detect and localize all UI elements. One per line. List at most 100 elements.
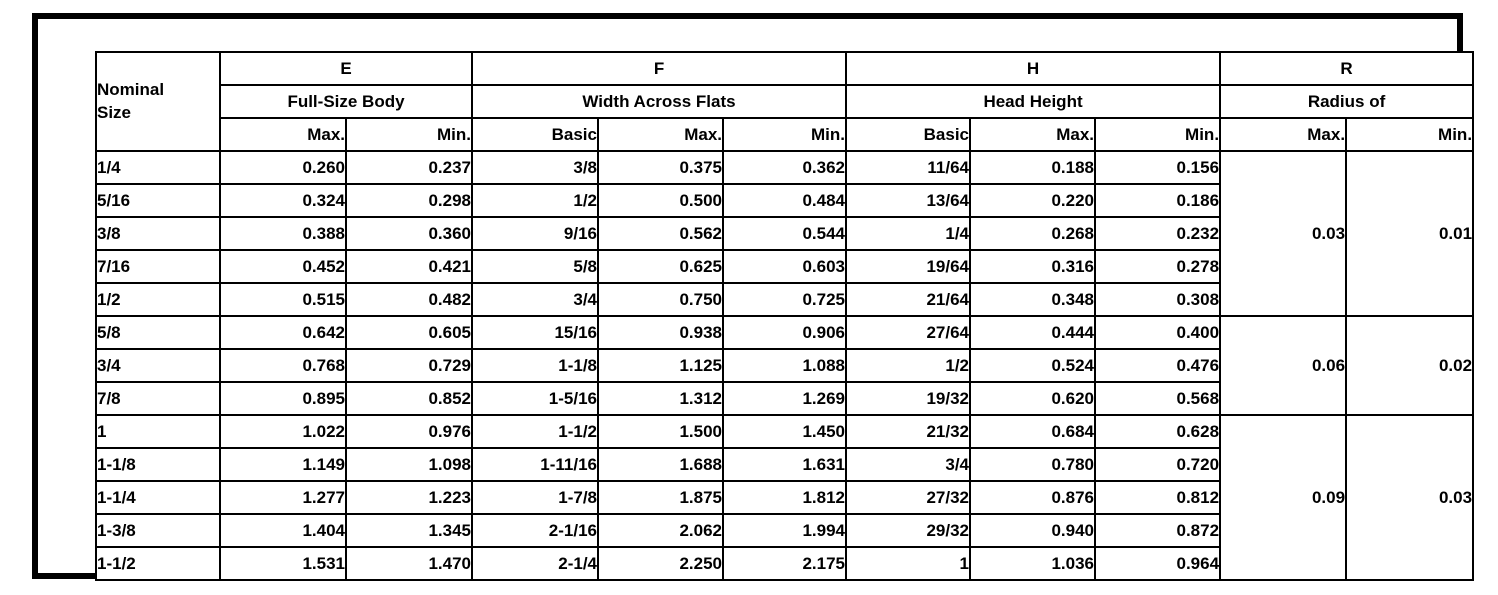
cell-size: 1 [95, 414, 221, 449]
header-h-min: Min. [1094, 117, 1222, 152]
header-group-r-letter: R [1219, 51, 1475, 86]
table-row: 7/8 0.895 0.852 1-5/16 1.312 1.269 19/32 0.620 0… [95, 381, 1473, 416]
cell-h-basic: 21/32 [845, 414, 972, 449]
table-row: 1-3/8 1.404 1.345 2-1/16 2.062 1.994 29/32 0.94… [95, 513, 1473, 548]
header-f-min: Min. [721, 117, 848, 152]
cell-h-max: 0.940 [969, 513, 1097, 548]
cell-e-min: 1.470 [345, 546, 473, 581]
header-title-row: Full-Size Body Width Across Flats Head H… [96, 84, 1475, 119]
table-row: 5/16 0.324 0.298 1/2 0.500 0.484 13/64 0.220 0.1… [95, 183, 1473, 218]
cell-f-max: 1.688 [597, 447, 724, 482]
cell-e-max: 0.768 [219, 348, 347, 383]
cell-r-max: 0.06 [1219, 315, 1348, 416]
cell-f-max: 1.875 [597, 480, 724, 515]
cell-e-min: 0.482 [345, 282, 473, 317]
cell-e-min: 0.237 [345, 150, 473, 185]
cell-e-min: 0.298 [345, 183, 473, 218]
cell-h-basic: 19/64 [845, 249, 972, 284]
cell-h-max: 0.348 [969, 282, 1097, 317]
header-group-e-letter: E [219, 51, 473, 86]
cell-e-min: 1.098 [345, 447, 473, 482]
cell-h-max: 0.220 [969, 183, 1097, 218]
header-f-basic: Basic [471, 117, 599, 152]
cell-h-max: 0.876 [969, 480, 1097, 515]
cell-f-max: 0.625 [597, 249, 724, 284]
header-e-max: Max. [219, 117, 347, 152]
cell-h-min: 0.628 [1094, 414, 1222, 449]
cell-r-min: 0.01 [1345, 150, 1475, 317]
cell-h-max: 0.444 [969, 315, 1097, 350]
cell-f-min: 1.450 [721, 414, 848, 449]
cell-f-basic: 2-1/16 [471, 513, 599, 548]
cell-f-min: 1.631 [721, 447, 848, 482]
table-row: 1-1/2 1.531 1.470 2-1/4 2.250 2.175 1 1.036 0.96… [95, 546, 1473, 581]
table-row: 1/2 0.515 0.482 3/4 0.750 0.725 21/64 0.348 0.30… [95, 282, 1473, 317]
cell-f-min: 0.484 [721, 183, 848, 218]
cell-r-min: 0.02 [1345, 315, 1475, 416]
cell-r-min: 0.03 [1345, 414, 1475, 581]
cell-f-min: 0.906 [721, 315, 848, 350]
cell-e-max: 0.895 [219, 381, 347, 416]
cell-f-basic: 1-11/16 [471, 447, 599, 482]
cell-e-max: 0.260 [219, 150, 347, 185]
cell-h-min: 0.278 [1094, 249, 1222, 284]
cell-f-basic: 5/8 [471, 249, 599, 284]
cell-e-max: 1.277 [219, 480, 347, 515]
header-f-max: Max. [597, 117, 724, 152]
cell-e-max: 0.452 [219, 249, 347, 284]
cell-size: 7/8 [95, 381, 221, 416]
spec-table: Nominal Size E F H R Full-Size Body Widt… [95, 51, 1475, 581]
cell-f-max: 1.125 [597, 348, 724, 383]
table-row: 1/4 0.260 0.237 3/8 0.375 0.362 11/64 0.188 0.15… [95, 150, 1475, 317]
cell-size: 7/16 [95, 249, 221, 284]
cell-size: 1-1/4 [95, 480, 221, 515]
cell-f-min: 1.812 [721, 480, 848, 515]
cell-h-min: 0.964 [1094, 546, 1222, 581]
cell-e-max: 0.642 [219, 315, 347, 350]
header-group-h-title: Head Height [845, 84, 1222, 119]
header-nominal-size: Nominal Size [95, 51, 221, 152]
table-row: 1-1/4 1.277 1.223 1-7/8 1.875 1.812 27/32 0.876… [95, 480, 1473, 515]
cell-e-min: 0.605 [345, 315, 473, 350]
header-r-max: Max. [1219, 117, 1348, 152]
cell-h-min: 0.568 [1094, 381, 1222, 416]
table-row: 1 1.022 0.976 1-1/2 1.500 1.450 21/32 0.684 0.62… [95, 414, 1475, 581]
cell-f-max: 0.750 [597, 282, 724, 317]
cell-h-basic: 1 [845, 546, 972, 581]
cell-size: 3/8 [95, 216, 221, 251]
cell-e-min: 0.729 [345, 348, 473, 383]
header-e-min: Min. [345, 117, 473, 152]
cell-h-basic: 1/2 [845, 348, 972, 383]
cell-h-basic: 27/64 [845, 315, 972, 350]
cell-f-basic: 3/8 [471, 150, 599, 185]
table-row: 1-1/8 1.149 1.098 1-11/16 1.688 1.631 3/4 0.780… [95, 447, 1473, 482]
cell-r-max: 0.03 [1219, 150, 1348, 317]
cell-f-min: 1.994 [721, 513, 848, 548]
cell-f-max: 0.938 [597, 315, 724, 350]
header-group-f-letter: F [470, 51, 848, 86]
cell-e-min: 0.976 [345, 414, 473, 449]
cell-f-min: 1.088 [721, 348, 848, 383]
cell-e-max: 0.515 [219, 282, 347, 317]
cell-h-min: 0.156 [1094, 150, 1222, 185]
header-subcol-row: Max. Min. Basic Max. Min. Basic Max. Min… [96, 117, 1475, 152]
header-h-max: Max. [969, 117, 1097, 152]
cell-size: 1-1/2 [95, 546, 221, 581]
cell-h-min: 0.812 [1094, 480, 1222, 515]
cell-h-basic: 29/32 [845, 513, 972, 548]
cell-h-min: 0.400 [1094, 315, 1222, 350]
cell-f-basic: 15/16 [471, 315, 599, 350]
cell-size: 1/4 [95, 150, 221, 185]
cell-e-min: 0.852 [345, 381, 473, 416]
cell-f-min: 0.603 [721, 249, 848, 284]
cell-r-max: 0.09 [1219, 414, 1348, 581]
cell-size: 5/8 [95, 315, 221, 350]
cell-h-basic: 1/4 [845, 216, 972, 251]
cell-h-min: 0.308 [1094, 282, 1222, 317]
cell-f-min: 0.725 [721, 282, 848, 317]
cell-h-min: 0.232 [1094, 216, 1222, 251]
cell-f-basic: 1-1/8 [471, 348, 599, 383]
document-frame: Nominal Size E F H R Full-Size Body Widt… [32, 13, 1475, 581]
header-h-basic: Basic [845, 117, 972, 152]
cell-e-max: 1.404 [219, 513, 347, 548]
